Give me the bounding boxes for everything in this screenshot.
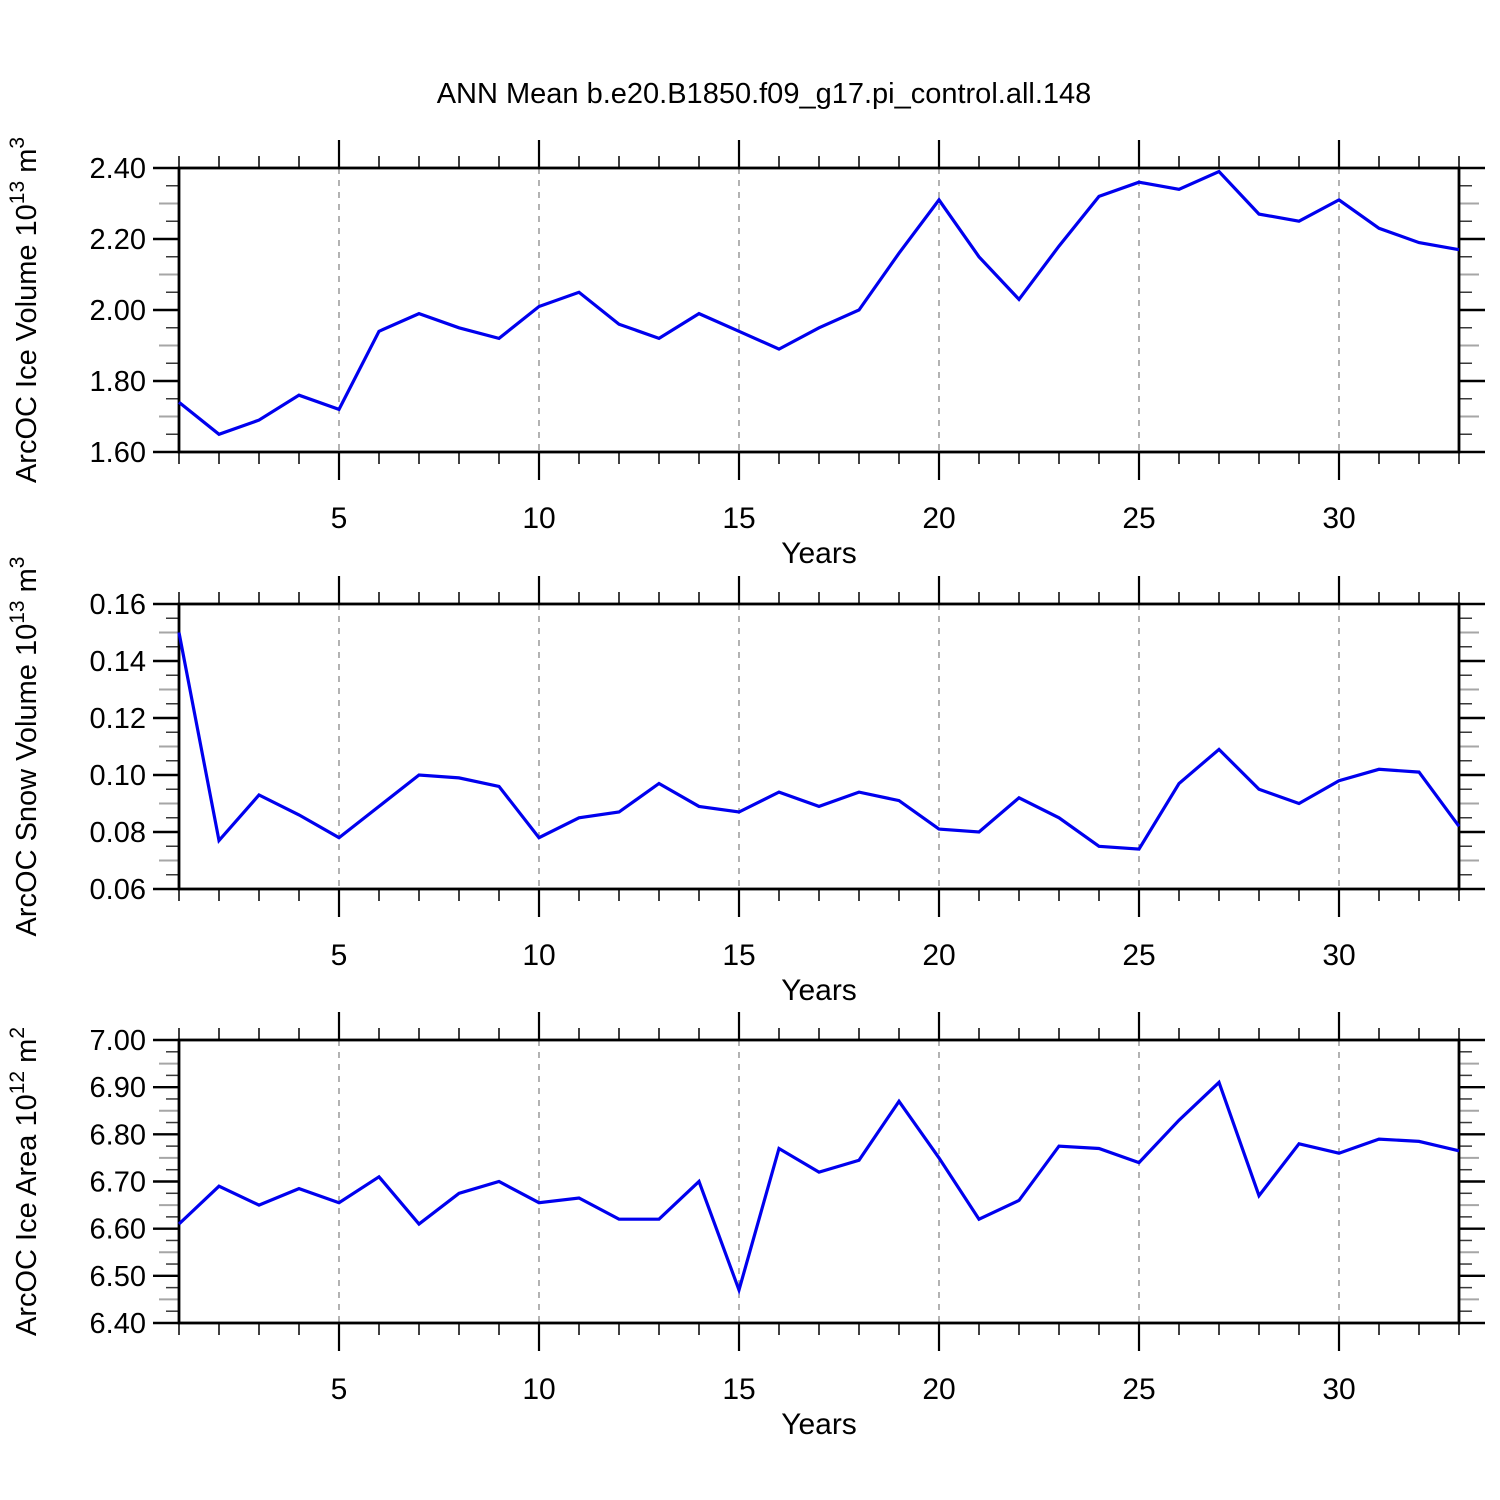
superscript: 2 <box>6 1027 29 1039</box>
y-tick-labels: 6.40 6.50 6.60 6.70 6.80 6.90 7.00 <box>90 1025 146 1340</box>
y-axis-title: ArcOC Ice Area 1012 m2 <box>6 1027 43 1336</box>
y-tick-label: 7.00 <box>90 1025 146 1057</box>
y-tick-label: 0.10 <box>90 760 146 792</box>
y-axis-ticks <box>153 166 1485 454</box>
y-tick-label: 0.12 <box>90 703 146 735</box>
x-axis-title: Years <box>781 537 857 570</box>
x-axis-ticks <box>178 576 1460 917</box>
y-axis-title-text: ArcOC Ice Volume 10 <box>11 204 43 483</box>
superscript: 13 <box>6 181 29 204</box>
y-tick-label: 0.14 <box>90 646 146 678</box>
y-tick-label: 6.90 <box>90 1072 146 1104</box>
y-axis-title-text: ArcOC Snow Volume 10 <box>11 624 43 937</box>
x-axis-ticks <box>178 140 1460 480</box>
y-tick-label: 0.16 <box>90 589 146 621</box>
x-tick-label: 20 <box>922 1373 955 1406</box>
x-tick-label: 30 <box>1322 1373 1355 1406</box>
plot-frame <box>177 602 1461 891</box>
y-axis-title-text: m <box>11 568 43 600</box>
y-tick-label: 2.20 <box>90 224 146 256</box>
y-axis-ticks <box>153 1038 1485 1325</box>
y-tick-label: 6.50 <box>90 1261 146 1293</box>
x-tick-label: 15 <box>722 939 755 972</box>
y-axis-title-text: m <box>11 149 43 181</box>
panel-arcoc-snow-volume: 0.06 0.08 0.10 0.12 0.14 0.16 5 10 15 20 25 30 Years… <box>6 557 1485 1007</box>
gridlines <box>338 604 1340 889</box>
y-tick-label: 1.60 <box>90 437 146 469</box>
x-axis-ticks <box>178 1012 1460 1351</box>
gridlines <box>338 1040 1340 1323</box>
x-tick-label: 10 <box>522 1373 555 1406</box>
y-tick-label: 0.08 <box>90 817 146 849</box>
gridlines <box>338 168 1340 452</box>
x-tick-label: 30 <box>1322 502 1355 535</box>
y-tick-label: 2.40 <box>90 153 146 185</box>
plot-frame <box>177 1038 1461 1325</box>
panel-arcoc-ice-area: 6.40 6.50 6.60 6.70 6.80 6.90 7.00 5 10 15 20 25 30 Y… <box>6 1012 1485 1441</box>
y-tick-label: 6.80 <box>90 1119 146 1151</box>
data-line-arcoc-ice-volume <box>178 169 1460 437</box>
data-line-arcoc-ice-area <box>177 1079 1460 1296</box>
y-tick-label: 6.60 <box>90 1214 146 1246</box>
x-tick-label: 25 <box>1122 939 1155 972</box>
x-tick-label: 25 <box>1122 502 1155 535</box>
x-axis-title: Years <box>781 974 857 1007</box>
y-tick-labels: 0.06 0.08 0.10 0.12 0.14 0.16 <box>90 589 146 906</box>
x-tick-label: 5 <box>331 1373 348 1406</box>
y-tick-labels: 1.60 1.80 2.00 2.20 2.40 <box>90 153 146 469</box>
y-tick-label: 0.06 <box>90 874 146 906</box>
y-tick-label: 6.40 <box>90 1308 146 1340</box>
panel-arcoc-ice-volume: 1.60 1.80 2.00 2.20 2.40 5 10 15 20 25 30 Years ArcO… <box>6 137 1485 570</box>
x-tick-label: 20 <box>922 502 955 535</box>
y-axis-title-text: m <box>11 1039 43 1071</box>
x-tick-label: 5 <box>331 939 348 972</box>
x-tick-label: 15 <box>722 502 755 535</box>
superscript: 13 <box>6 600 29 623</box>
data-line-arcoc-snow-volume <box>177 632 1461 851</box>
superscript: 3 <box>6 137 29 149</box>
plot-frame <box>177 166 1461 454</box>
y-axis-title-text: ArcOC Ice Area 10 <box>11 1094 43 1336</box>
x-tick-label: 10 <box>522 502 555 535</box>
y-tick-label: 2.00 <box>90 295 146 327</box>
superscript: 12 <box>6 1071 29 1094</box>
x-tick-label: 10 <box>522 939 555 972</box>
x-tick-label: 5 <box>331 502 348 535</box>
y-axis-title: ArcOC Ice Volume 1013 m3 <box>6 137 43 483</box>
x-tick-label: 30 <box>1322 939 1355 972</box>
x-tick-label: 15 <box>722 1373 755 1406</box>
y-tick-label: 1.80 <box>90 366 146 398</box>
y-tick-label: 6.70 <box>90 1167 146 1199</box>
x-axis-title: Years <box>781 1408 857 1441</box>
x-tick-label: 20 <box>922 939 955 972</box>
superscript: 3 <box>6 557 29 569</box>
y-axis-title: ArcOC Snow Volume 1013 m3 <box>6 557 43 937</box>
x-tick-label: 25 <box>1122 1373 1155 1406</box>
figure-title: ANN Mean b.e20.B1850.f09_g17.pi_control.… <box>437 78 1092 110</box>
x-tick-labels: 5 10 15 20 25 30 <box>331 502 1356 535</box>
x-tick-labels: 5 10 15 20 25 30 <box>331 1373 1356 1406</box>
x-tick-labels: 5 10 15 20 25 30 <box>331 939 1356 972</box>
y-axis-ticks <box>153 602 1485 891</box>
